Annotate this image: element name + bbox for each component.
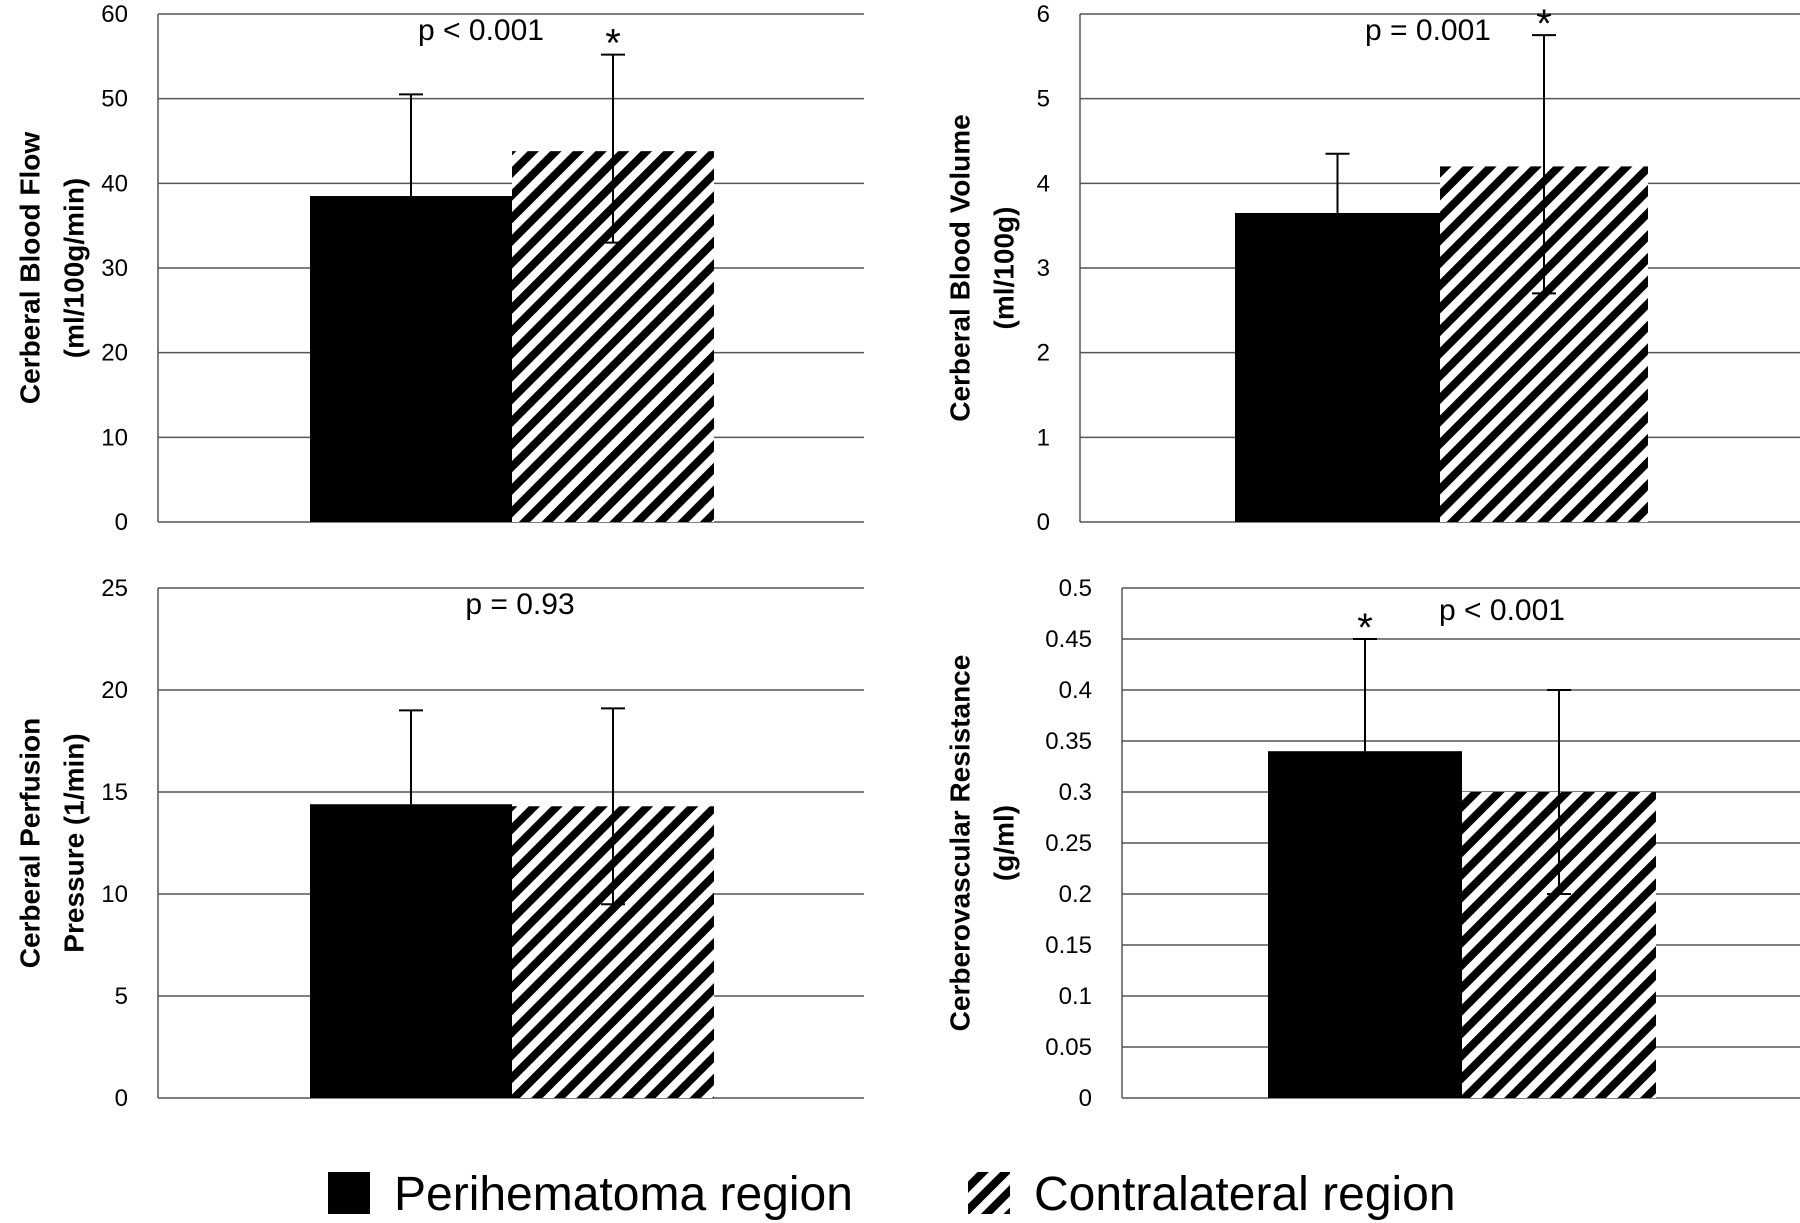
y-tick-label: 0.45: [1045, 626, 1092, 653]
bar-perihematoma: [1235, 212, 1440, 522]
y-tick-label: 0.3: [1059, 779, 1092, 806]
y-axis-label: Cerberovascular Resistance: [944, 655, 975, 1032]
y-tick-label: 20: [101, 677, 128, 704]
bar-perihematoma: [1268, 751, 1462, 1098]
legend: Perihematoma region Contralateral region: [328, 1168, 1456, 1221]
p-value-annotation: p < 0.001: [1439, 594, 1565, 627]
y-tick-label: 5: [1037, 86, 1050, 113]
y-tick-label: 0.1: [1059, 983, 1092, 1010]
y-tick-label: 0: [115, 509, 128, 536]
y-tick-label: 15: [101, 779, 128, 806]
legend-swatch-contralateral: [968, 1172, 1010, 1214]
y-tick-label: 0: [115, 1085, 128, 1112]
y-tick-label: 50: [101, 86, 128, 113]
y-tick-label: 0.15: [1045, 932, 1092, 959]
y-tick-label: 30: [101, 255, 128, 282]
chart-panel-1: 0 10 20 30 40 50 60 Cerberal Blood Flow (ml/100g…: [14, 1, 864, 536]
chart-panel-4: 0 0.05 0.1 0.15 0.2 0.25 0.3 0.35 0.4 0.45 0.5 Cerb…: [944, 575, 1800, 1112]
y-tick-label: 6: [1037, 1, 1050, 28]
significance-star: *: [1536, 2, 1552, 46]
y-axis-label: (g/ml): [988, 805, 1019, 881]
y-tick-label: 20: [101, 340, 128, 367]
bar-perihematoma: [310, 196, 512, 523]
y-tick-label: 10: [101, 881, 128, 908]
p-value-annotation: p = 0.001: [1365, 14, 1491, 47]
y-axis-label: Cerberal Blood Volume: [944, 114, 975, 422]
y-tick-label: 60: [101, 1, 128, 28]
legend-label-perihematoma: Perihematoma region: [394, 1168, 853, 1221]
y-axis-label: (ml/100g/min): [58, 178, 89, 358]
y-tick-label: 0.35: [1045, 728, 1092, 755]
significance-star: *: [605, 22, 621, 66]
legend-label-contralateral: Contralateral region: [1034, 1168, 1456, 1221]
y-tick-label: 0.25: [1045, 830, 1092, 857]
p-value-annotation: p < 0.001: [418, 14, 544, 47]
y-tick-label: 3: [1037, 255, 1050, 282]
chart-panel-3: 0 5 10 15 20 25 Cerberal Perfusion Pressure (1/…: [14, 575, 864, 1112]
legend-swatch-perihematoma: [328, 1172, 370, 1214]
p-value-annotation: p = 0.93: [465, 588, 574, 621]
y-tick-label: 0.5: [1059, 575, 1092, 602]
y-axis-label: Pressure (1/min): [58, 733, 89, 952]
y-tick-label: 0: [1037, 509, 1050, 536]
y-axis-label: (ml/100g): [988, 207, 1019, 330]
y-tick-label: 0.05: [1045, 1034, 1092, 1061]
chart-panel-2: 0 1 2 3 4 5 6 Cerberal Blood Volume (ml/100g) * p …: [944, 1, 1800, 536]
y-axis-label: Cerberal Perfusion: [14, 718, 45, 969]
y-tick-label: 4: [1037, 170, 1050, 197]
y-tick-label: 5: [115, 983, 128, 1010]
y-tick-label: 2: [1037, 340, 1050, 367]
y-tick-label: 10: [101, 424, 128, 451]
y-tick-label: 1: [1037, 424, 1050, 451]
significance-star: *: [1357, 606, 1373, 650]
y-axis-label: Cerberal Blood Flow: [14, 132, 45, 404]
y-tick-label: 0.2: [1059, 881, 1092, 908]
bar-perihematoma: [310, 804, 512, 1098]
y-tick-label: 25: [101, 575, 128, 602]
y-tick-label: 0: [1079, 1085, 1092, 1112]
y-tick-label: 40: [101, 170, 128, 197]
y-tick-label: 0.4: [1059, 677, 1092, 704]
